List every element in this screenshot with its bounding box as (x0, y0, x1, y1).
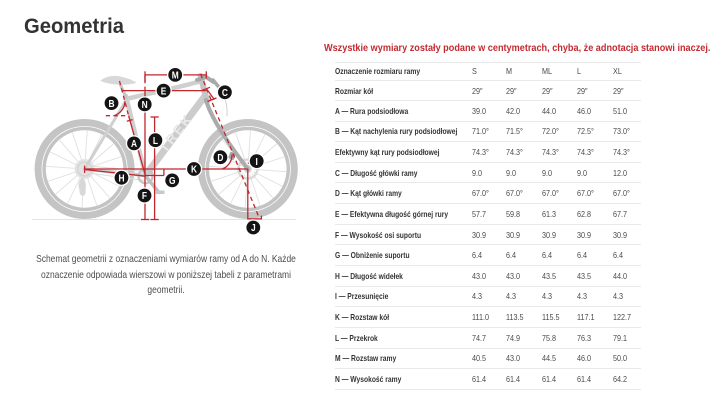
svg-text:H: H (118, 173, 124, 185)
svg-text:D: D (217, 152, 223, 164)
svg-text:L: L (153, 135, 158, 147)
svg-text:N: N (142, 99, 148, 111)
svg-text:M: M (172, 70, 179, 82)
svg-text:E: E (161, 85, 167, 97)
svg-text:TREK: TREK (156, 111, 196, 156)
svg-text:A: A (131, 138, 137, 150)
svg-text:B: B (108, 98, 114, 110)
svg-text:G: G (169, 175, 176, 187)
svg-text:K: K (191, 164, 197, 176)
svg-text:J: J (251, 222, 256, 234)
svg-text:F: F (142, 190, 147, 202)
svg-text:C: C (222, 87, 228, 99)
svg-text:I: I (256, 156, 258, 168)
